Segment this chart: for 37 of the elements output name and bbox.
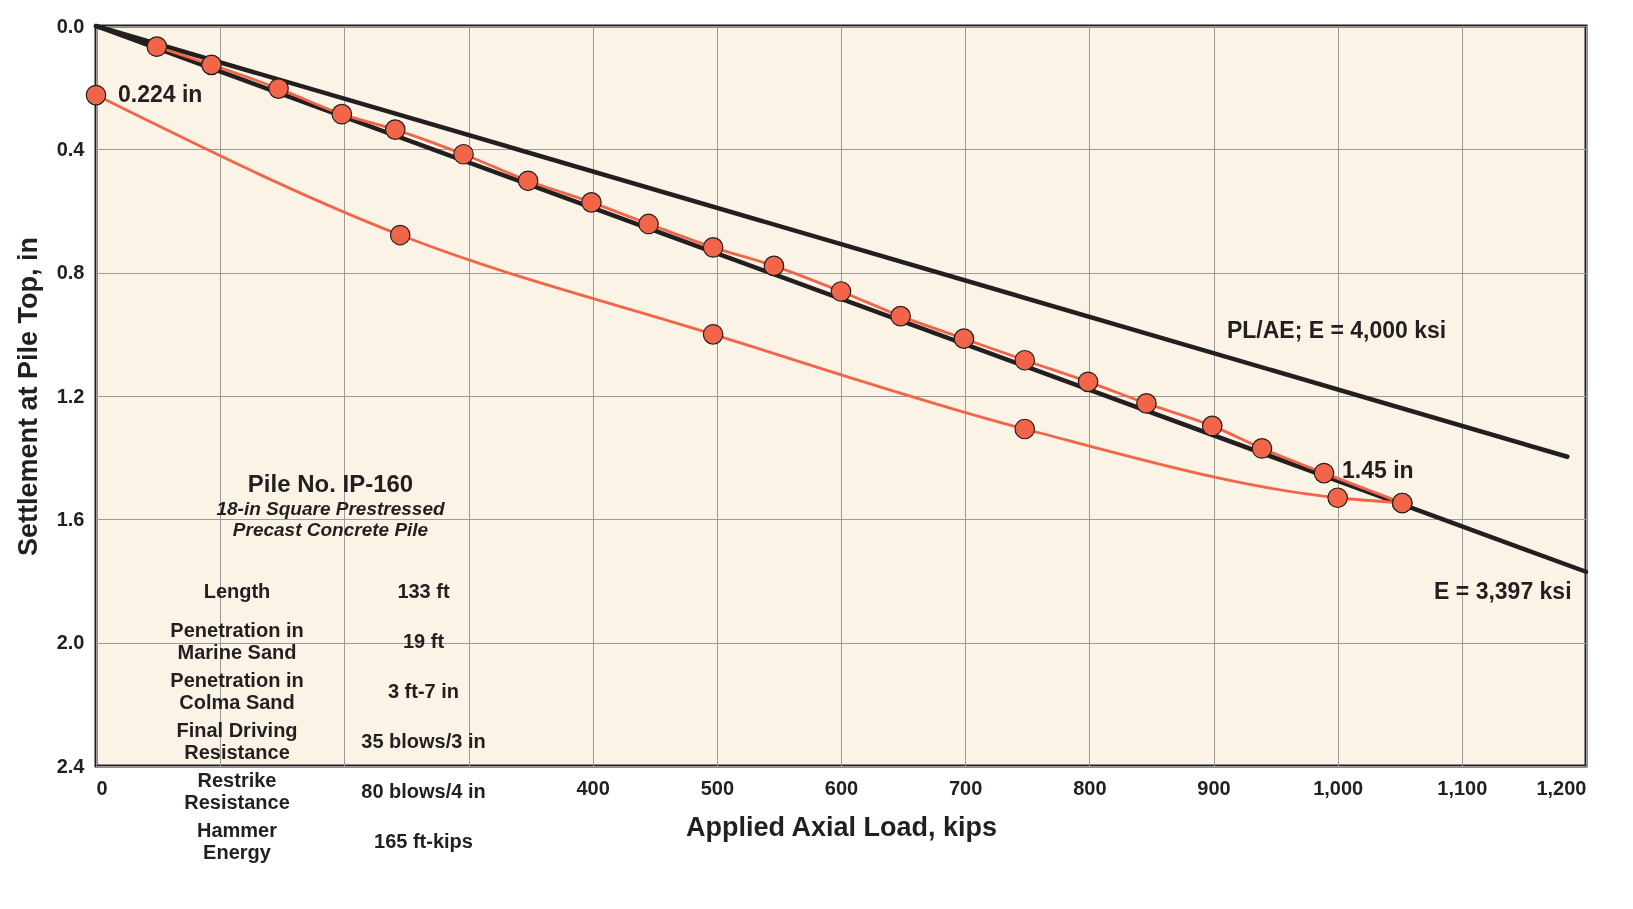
- y-tick-label: 1.6: [56, 507, 85, 530]
- x-tick-label: 1,100: [1437, 776, 1488, 799]
- annotation: 133 ft: [397, 580, 450, 602]
- x-tick-label: 1,200: [1536, 776, 1587, 799]
- y-tick-label: 2.0: [56, 631, 85, 654]
- y-tick-label: 2.4: [56, 754, 86, 777]
- x-tick-label: 800: [1073, 776, 1107, 799]
- annotation: Penetration in Marine Sand: [170, 619, 304, 663]
- annotation: 35 blows/3 in: [361, 730, 486, 752]
- annotation: 18-in Square Prestressed Precast Concrete Pile: [216, 498, 445, 540]
- x-tick-label: 1,000: [1313, 776, 1364, 799]
- annotation: Penetration in Colma Sand: [170, 669, 304, 713]
- annotation: Length: [203, 580, 271, 602]
- text: Hammer Energy: [196, 819, 278, 863]
- annotation: Final Driving Resistance: [176, 719, 298, 763]
- annotation: 1.45 in: [1342, 457, 1414, 484]
- x-tick-label: 400: [576, 776, 610, 799]
- x-tick-label: 500: [700, 776, 735, 799]
- annotation: E = 3,397 ksi: [1434, 577, 1572, 604]
- y-tick-label: 1.2: [56, 384, 85, 407]
- annotation: PL/AE; E = 4,000 ksi: [1226, 316, 1447, 343]
- x-tick-label: 700: [948, 776, 983, 799]
- text: 80 blows/4 in: [361, 780, 486, 802]
- annotation: 0.224 in: [118, 81, 203, 108]
- annotation: 3 ft-7 in: [387, 680, 460, 702]
- text: 165 ft-kips: [374, 830, 473, 852]
- text: Restrike Resistance: [184, 769, 290, 813]
- annotation: Pile No. IP-160: [247, 470, 414, 497]
- x-tick-label: 900: [1197, 776, 1231, 799]
- x-tick-label: 0: [96, 776, 108, 799]
- y-tick-label: 0.4: [56, 137, 86, 160]
- x-axis-title: Applied Axial Load, kips: [685, 811, 998, 842]
- x-tick-label: 600: [824, 776, 859, 799]
- y-axis-title: Settlement at Pile Top, in: [12, 236, 43, 557]
- y-tick-label: 0.8: [56, 261, 85, 284]
- annotation: 19 ft: [402, 630, 445, 652]
- y-tick-label: 0.0: [56, 14, 85, 37]
